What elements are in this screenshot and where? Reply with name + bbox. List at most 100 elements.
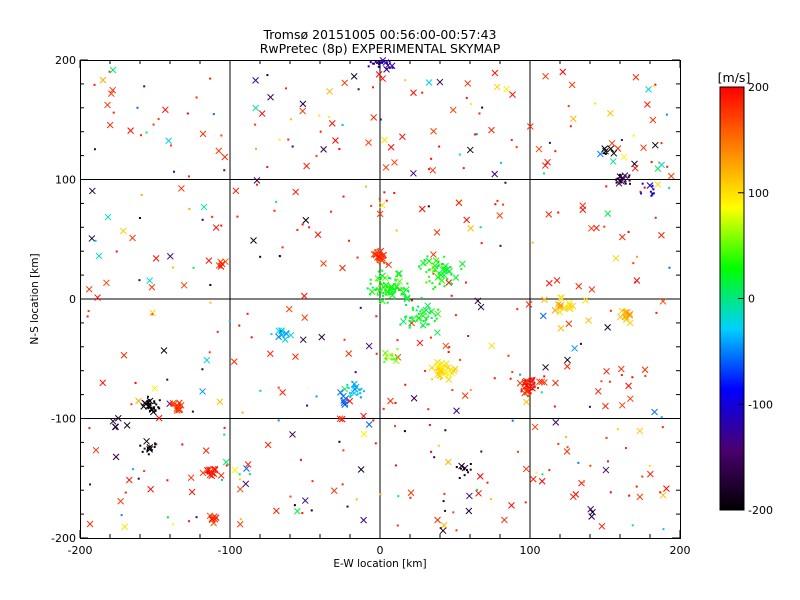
data-point-cross <box>461 392 469 399</box>
data-point-cross <box>180 281 188 289</box>
cross-stroke <box>302 216 310 224</box>
data-point-cross <box>258 110 266 117</box>
data-point-cross <box>104 101 111 109</box>
cross-stroke <box>92 446 100 454</box>
data-point-cross <box>607 145 615 153</box>
data-point-cross <box>370 114 378 121</box>
data-point-cross <box>125 476 133 484</box>
data-point-dot <box>369 61 372 64</box>
data-point-dot <box>209 301 212 304</box>
data-point-dot <box>341 123 344 126</box>
data-point-cross <box>425 257 433 265</box>
data-point-cross <box>488 342 496 350</box>
data-point-dot <box>640 192 643 195</box>
cross-stroke <box>565 320 573 328</box>
data-point-dot <box>140 193 143 196</box>
cross-stroke <box>415 314 423 322</box>
data-point-dot <box>434 286 437 289</box>
cross-stroke <box>117 497 125 505</box>
data-point-cross <box>541 162 549 169</box>
data-point-dot <box>651 184 654 187</box>
data-point-cross <box>436 78 444 86</box>
data-point-dot <box>389 354 392 357</box>
data-point-cross <box>339 264 346 272</box>
data-point-dot <box>93 148 96 151</box>
cross-stroke <box>387 397 394 405</box>
data-point-cross <box>222 458 230 466</box>
data-point-dot <box>377 270 380 273</box>
data-point-dot <box>259 255 262 258</box>
data-point-dot <box>380 289 383 292</box>
data-point-cross <box>525 301 533 308</box>
data-point-dot <box>342 195 345 198</box>
data-point-cross <box>383 352 391 360</box>
cross-stroke <box>444 371 452 378</box>
cross-stroke <box>266 350 274 358</box>
data-point-dot <box>154 409 157 412</box>
data-point-cross <box>654 181 662 188</box>
cross-stroke <box>339 264 346 272</box>
data-point-dot <box>479 226 482 229</box>
data-point-dot <box>150 448 153 451</box>
data-point-dot <box>208 351 211 354</box>
cross-stroke <box>626 311 633 319</box>
cross-stroke <box>618 307 626 315</box>
data-point-cross <box>266 350 274 358</box>
data-point-dot <box>643 186 646 189</box>
data-point-dot <box>376 279 379 282</box>
cross-stroke <box>104 213 112 221</box>
data-point-cross <box>279 389 286 396</box>
cross-stroke <box>654 165 662 172</box>
data-point-dot <box>393 290 396 293</box>
data-point-cross <box>212 224 220 231</box>
data-point-dot <box>409 324 412 327</box>
data-point-dot <box>375 287 378 290</box>
data-point-dot <box>531 241 534 244</box>
data-point-cross <box>594 387 602 395</box>
data-point-dot <box>186 112 189 115</box>
cross-stroke <box>187 474 195 482</box>
colorbar-tick-label: -100 <box>748 398 773 411</box>
data-point-dot <box>228 319 231 322</box>
cross-stroke <box>200 203 208 211</box>
data-point-cross <box>612 254 620 262</box>
cross-stroke <box>541 296 548 304</box>
data-point-dot <box>139 134 142 137</box>
data-point-cross <box>509 91 516 98</box>
cross-stroke <box>147 485 155 493</box>
cross-stroke <box>566 305 574 313</box>
data-point-dot <box>315 395 318 398</box>
cross-stroke <box>475 489 482 497</box>
cross-stroke <box>451 365 459 373</box>
cross-stroke <box>476 472 484 480</box>
data-point-cross <box>409 316 417 324</box>
data-point-dot <box>166 479 169 482</box>
data-point-dot <box>393 297 396 300</box>
cross-stroke <box>391 159 398 166</box>
cross-stroke <box>667 172 675 180</box>
data-point-dot <box>628 179 631 182</box>
data-point-dot <box>564 436 567 439</box>
chart-title: Tromsø 20151005 00:56:00-00:57:43 <box>262 27 496 42</box>
cross-stroke <box>165 137 172 145</box>
cross-stroke <box>508 502 515 509</box>
data-point-cross <box>400 318 407 325</box>
data-point-cross <box>645 86 652 93</box>
data-point-dot <box>393 191 396 194</box>
data-point-dot <box>187 175 190 178</box>
data-point-cross <box>640 144 647 152</box>
y-tick-label: 100 <box>55 174 76 187</box>
data-point-dot <box>112 111 115 114</box>
data-point-cross <box>187 474 195 482</box>
data-point-dot <box>371 62 374 65</box>
cross-stroke <box>341 79 349 87</box>
cross-stroke <box>332 137 339 144</box>
cross-stroke <box>588 286 596 293</box>
data-point-dot <box>405 315 408 318</box>
data-point-dot <box>396 524 399 527</box>
data-point-cross <box>633 277 641 284</box>
cross-stroke <box>568 81 576 89</box>
cross-stroke <box>453 407 460 415</box>
data-point-dot <box>212 113 215 116</box>
cross-stroke <box>651 408 658 416</box>
